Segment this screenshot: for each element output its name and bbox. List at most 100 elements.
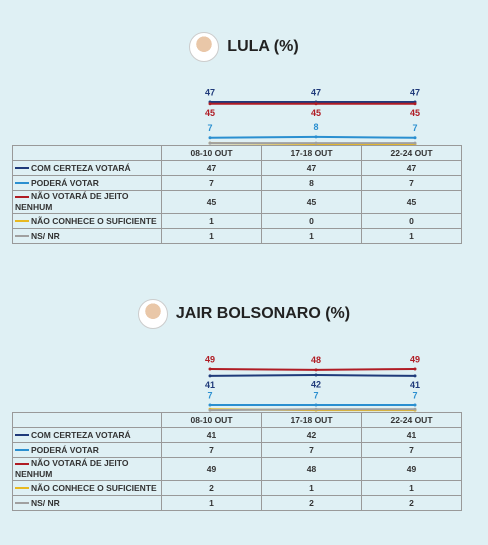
data-label: 7 — [412, 390, 417, 400]
table-row: COM CERTEZA VOTARÁ 41 42 41 — [12, 427, 462, 443]
point — [413, 136, 417, 140]
table-value: 47 — [161, 160, 262, 176]
table-value: 0 — [261, 213, 362, 229]
legend-label: NÃO VOTARÁ DE JEITO NENHUM — [15, 191, 129, 212]
table-value: 47 — [361, 160, 462, 176]
corner-cell — [12, 145, 162, 161]
corner-cell — [12, 412, 162, 428]
point — [208, 403, 212, 407]
data-label: 45 — [205, 108, 215, 118]
table-row: COM CERTEZA VOTARÁ 47 47 47 — [12, 160, 462, 176]
table-row: PODERÁ VOTAR 7 8 7 — [12, 175, 462, 191]
data-label: 48 — [311, 355, 321, 365]
row-label: PODERÁ VOTAR — [12, 175, 162, 191]
row-label: COM CERTEZA VOTARÁ — [12, 160, 162, 176]
legend-swatch — [15, 487, 29, 490]
column-header: 22-24 OUT — [361, 412, 462, 428]
legend-swatch — [15, 182, 29, 185]
data-label: 47 — [311, 87, 321, 97]
data-label: 41 — [205, 380, 215, 390]
row-label: NS/ NR — [12, 228, 162, 244]
table-value: 7 — [361, 442, 462, 458]
point — [208, 374, 212, 378]
row-label: NÃO VOTARÁ DE JEITO NENHUM — [12, 190, 162, 214]
column-header: 17-18 OUT — [261, 145, 362, 161]
table-value: 42 — [261, 427, 362, 443]
table-value: 1 — [261, 480, 362, 496]
legend-label: NÃO CONHECE O SUFICIENTE — [31, 482, 157, 493]
table-value: 45 — [361, 190, 462, 214]
data-label: 49 — [205, 354, 215, 364]
column-header: 08-10 OUT — [161, 145, 262, 161]
table-row: NÃO CONHECE O SUFICIENTE 1 0 0 — [12, 213, 462, 229]
point — [314, 373, 318, 377]
column-header: 17-18 OUT — [261, 412, 362, 428]
row-label: COM CERTEZA VOTARÁ — [12, 427, 162, 443]
data-label: 47 — [410, 87, 420, 97]
series-line — [209, 408, 415, 412]
series-line — [209, 368, 416, 371]
legend-label: NS/ NR — [31, 230, 60, 241]
table-value: 2 — [361, 495, 462, 511]
point — [413, 367, 417, 371]
table-value: 45 — [261, 190, 362, 214]
data-table: 08-10 OUT 17-18 OUT 22-24 OUT COM CERTEZA V… — [12, 412, 462, 511]
line-chart: 414241777494849211122 — [205, 354, 420, 412]
table-value: 47 — [261, 160, 362, 176]
table-value: 7 — [161, 175, 262, 191]
table-value: 1 — [361, 228, 462, 244]
legend-label: NS/ NR — [31, 497, 60, 508]
data-label: 49 — [410, 354, 420, 364]
legend-label: COM CERTEZA VOTARÁ — [31, 162, 131, 173]
column-header: 22-24 OUT — [361, 145, 462, 161]
table-value: 7 — [261, 442, 362, 458]
point — [413, 403, 417, 407]
legend-swatch — [15, 235, 29, 238]
table-value: 49 — [161, 457, 262, 481]
legend-label: PODERÁ VOTAR — [31, 444, 99, 455]
table-value: 41 — [161, 427, 262, 443]
table-value: 1 — [161, 228, 262, 244]
chart-title: JAIR BOLSONARO (%) — [175, 305, 351, 322]
table-value: 41 — [361, 427, 462, 443]
legend-swatch — [15, 167, 29, 170]
table-value: 1 — [361, 480, 462, 496]
point — [413, 407, 417, 411]
legend-swatch — [15, 502, 29, 505]
point — [413, 102, 417, 106]
row-label: NS/ NR — [12, 495, 162, 511]
table-value: 1 — [261, 228, 362, 244]
data-label: 7 — [412, 123, 417, 133]
legend-label: NÃO VOTARÁ DE JEITO NENHUM — [15, 458, 129, 479]
point — [314, 135, 318, 139]
data-label: 8 — [313, 122, 318, 132]
point — [314, 368, 318, 372]
data-label: 45 — [410, 108, 420, 118]
table-value: 45 — [161, 190, 262, 214]
data-label: 41 — [410, 380, 420, 390]
point — [208, 367, 212, 371]
data-label: 7 — [313, 390, 318, 400]
table-value: 48 — [261, 457, 362, 481]
chart-header: JAIR BOLSONARO (%) — [0, 297, 488, 331]
table-value: 7 — [361, 175, 462, 191]
table-value: 1 — [161, 495, 262, 511]
legend-swatch — [15, 195, 29, 198]
table-value: 8 — [261, 175, 362, 191]
data-label: 7 — [207, 390, 212, 400]
point — [314, 407, 318, 411]
point — [314, 102, 318, 106]
legend-label: PODERÁ VOTAR — [31, 177, 99, 188]
chart-title: LULA (%) — [227, 38, 299, 55]
table-row: NÃO VOTARÁ DE JEITO NENHUM 45 45 45 — [12, 190, 462, 214]
header-row: 08-10 OUT 17-18 OUT 22-24 OUT — [12, 412, 462, 428]
row-label: PODERÁ VOTAR — [12, 442, 162, 458]
table-value: 7 — [161, 442, 262, 458]
table-row: NÃO CONHECE O SUFICIENTE 2 1 1 — [12, 480, 462, 496]
row-label: NÃO VOTARÁ DE JEITO NENHUM — [12, 457, 162, 481]
table-row: PODERÁ VOTAR 7 7 7 — [12, 442, 462, 458]
legend-label: NÃO CONHECE O SUFICIENTE — [31, 215, 157, 226]
point — [413, 141, 417, 145]
header-row: 08-10 OUT 17-18 OUT 22-24 OUT — [12, 145, 462, 161]
